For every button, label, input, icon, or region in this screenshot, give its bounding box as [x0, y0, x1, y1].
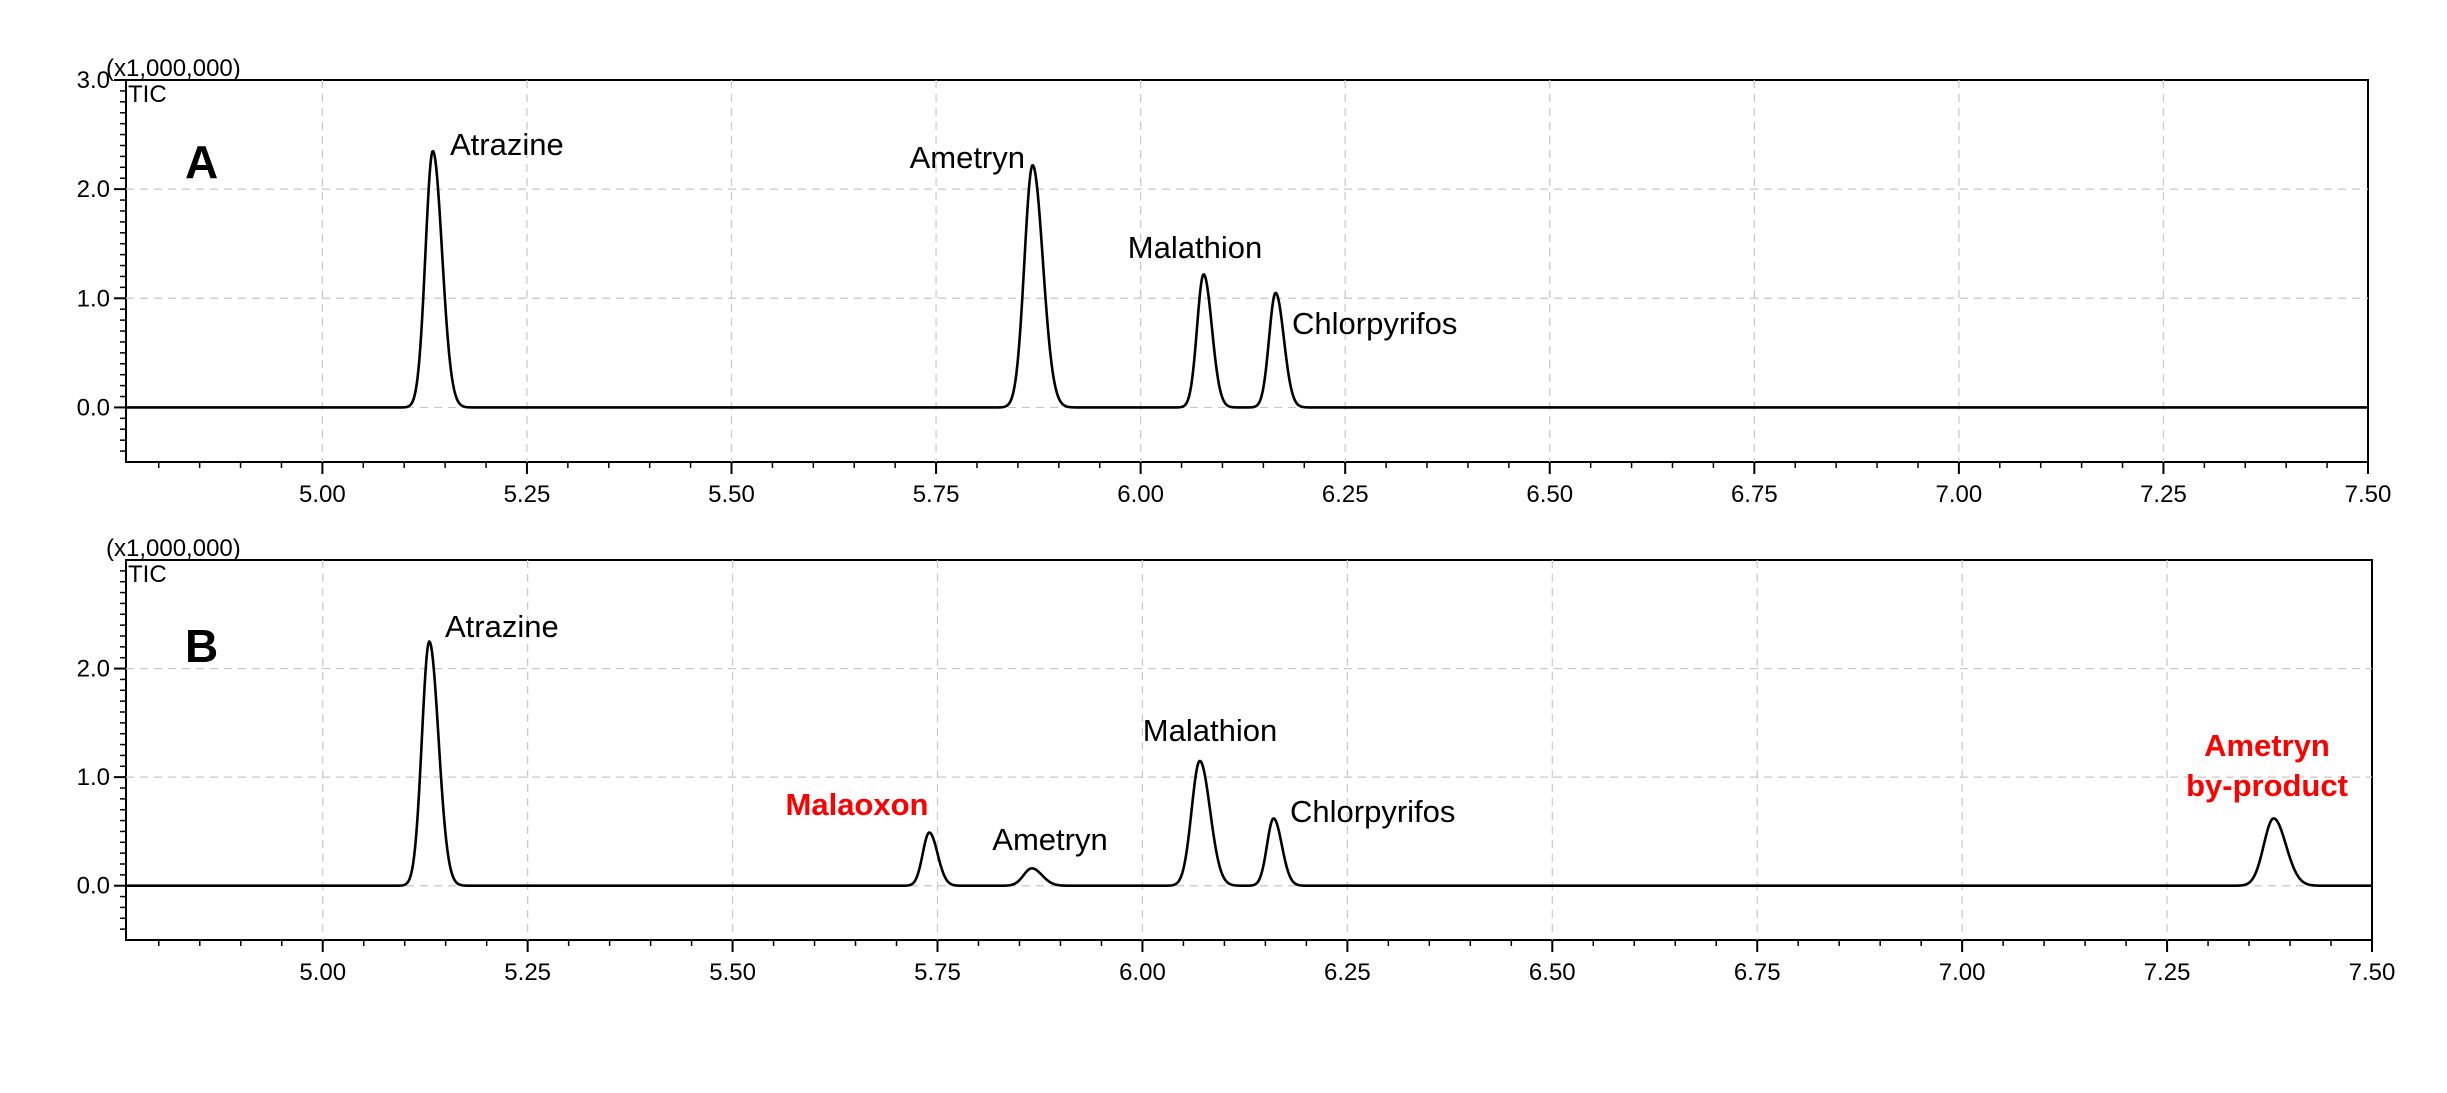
- x-tick-label: 6.50: [1526, 481, 1573, 508]
- x-tick-label: 5.50: [709, 959, 756, 986]
- y-tick-label: 1.0: [77, 764, 110, 791]
- plot-frame: [125, 79, 2369, 463]
- peak-label: Ametryn: [2204, 728, 2330, 763]
- x-tick-label: 7.00: [1939, 959, 1986, 986]
- y-multiplier-label: (x1,000,000): [106, 55, 241, 82]
- y-multiplier-label: (x1,000,000): [106, 535, 241, 562]
- x-tick-label: 7.50: [2345, 481, 2392, 508]
- chart-panel-a: 5.00 5.25 5.50 5.75 6.00 6.25 6.50 6.75 7.00 7.25…: [77, 55, 2392, 508]
- x-tick-label: 6.75: [1734, 959, 1781, 986]
- peak-label: Malaoxon: [786, 787, 929, 822]
- y-tick-label: 0.0: [77, 873, 110, 900]
- trace-label: TIC: [128, 81, 167, 108]
- x-tick-label: 6.25: [1324, 959, 1371, 986]
- panel-label: A: [185, 136, 218, 188]
- x-tick-label: 6.25: [1322, 481, 1369, 508]
- x-tick-label: 5.00: [299, 481, 346, 508]
- x-tick-label: 6.50: [1529, 959, 1576, 986]
- peak-label: Ametryn: [992, 822, 1107, 857]
- x-tick-label: 7.00: [1936, 481, 1983, 508]
- y-tick-label: 1.0: [77, 285, 110, 312]
- peak-label: by-product: [2186, 768, 2348, 803]
- peak-label: Chlorpyrifos: [1292, 306, 1457, 341]
- x-tick-label: 6.75: [1731, 481, 1778, 508]
- peak-label: Ametryn: [910, 140, 1025, 175]
- y-tick-label: 0.0: [77, 394, 110, 421]
- x-tick-label: 6.00: [1119, 959, 1166, 986]
- chromatogram-trace: [125, 150, 2369, 409]
- panel-label: B: [185, 620, 218, 672]
- peak-label: Malathion: [1143, 713, 1277, 748]
- plot-frame: [125, 559, 2373, 941]
- trace-label: TIC: [128, 561, 167, 588]
- y-tick-label: 2.0: [77, 656, 110, 683]
- y-tick-label: 2.0: [77, 176, 110, 203]
- peak-label: Chlorpyrifos: [1290, 794, 1455, 829]
- x-tick-label: 5.50: [708, 481, 755, 508]
- x-tick-label: 7.25: [2140, 481, 2187, 508]
- y-tick-label: 3.0: [77, 67, 110, 94]
- chromatogram-trace: [125, 640, 2373, 888]
- peak-label: Atrazine: [450, 127, 564, 162]
- x-tick-label: 7.50: [2349, 959, 2396, 986]
- x-tick-label: 5.75: [913, 481, 960, 508]
- chart-panel-b: 5.00 5.25 5.50 5.75 6.00 6.25 6.50 6.75 7.00 7.25…: [77, 535, 2396, 986]
- x-tick-label: 5.75: [914, 959, 961, 986]
- peak-label: Atrazine: [445, 609, 559, 644]
- x-tick-label: 6.00: [1117, 481, 1164, 508]
- x-tick-label: 5.25: [504, 481, 551, 508]
- x-tick-label: 5.25: [504, 959, 551, 986]
- x-tick-label: 5.00: [299, 959, 346, 986]
- x-tick-label: 7.25: [2144, 959, 2191, 986]
- peak-label: Malathion: [1128, 230, 1262, 265]
